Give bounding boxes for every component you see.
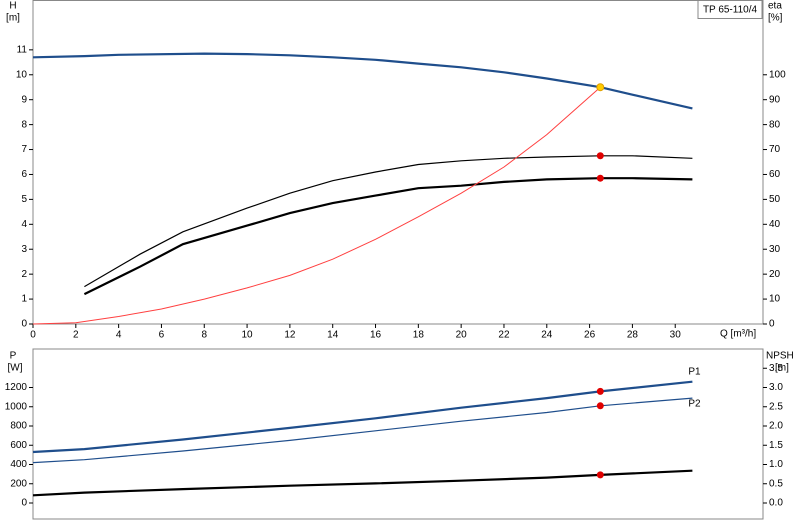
operating-point xyxy=(596,471,604,479)
y-tick-label: 10 xyxy=(16,69,28,80)
y2-tick-label: 20 xyxy=(769,269,781,280)
x-tick-label: 0 xyxy=(30,330,36,341)
y2-tick-label: 3.5 xyxy=(769,363,783,374)
series-line xyxy=(32,86,601,325)
y-tick-label: 9 xyxy=(21,94,27,105)
y2-tick-label: 10 xyxy=(769,294,781,305)
y-tick-label: 2 xyxy=(21,269,27,280)
y-tick-label: 0 xyxy=(21,319,27,330)
series-line xyxy=(32,380,693,454)
y-tick-label: 200 xyxy=(10,478,27,489)
y2-tick-label: 2.0 xyxy=(769,421,783,432)
y-tick-label: 400 xyxy=(10,459,27,470)
y-axis-label: P xyxy=(10,351,17,362)
x-tick-label: 20 xyxy=(456,330,468,341)
x-tick-label: 2 xyxy=(73,330,79,341)
x-tick-label: 8 xyxy=(201,330,207,341)
y2-tick-label: 3.0 xyxy=(769,382,783,393)
x-tick-label: 24 xyxy=(541,330,553,341)
chart-title: TP 65-110/4 xyxy=(703,5,758,16)
y2-tick-label: 0.0 xyxy=(769,498,783,509)
y2-axis-label: eta xyxy=(768,1,782,12)
y2-tick-label: 80 xyxy=(769,119,781,130)
y2-tick-label: 60 xyxy=(769,169,781,180)
y2-tick-label: 1.5 xyxy=(769,440,783,451)
y-tick-label: 4 xyxy=(21,219,27,230)
x-tick-label: 28 xyxy=(627,330,639,341)
x-tick-label: 12 xyxy=(284,330,296,341)
operating-point xyxy=(596,152,604,160)
y-tick-label: 8 xyxy=(21,119,27,130)
y2-tick-label: 50 xyxy=(769,194,781,205)
y2-tick-label: 90 xyxy=(769,94,781,105)
series-line xyxy=(83,177,693,296)
x-tick-label: 26 xyxy=(584,330,596,341)
y2-axis-unit: [%] xyxy=(768,13,783,24)
operating-point xyxy=(596,83,605,92)
x-axis-label: Q [m³/h] xyxy=(720,329,756,340)
y-tick-label: 3 xyxy=(21,244,27,255)
x-tick-label: 4 xyxy=(116,330,122,341)
y2-tick-label: 70 xyxy=(769,144,781,155)
y-tick-label: 600 xyxy=(10,440,27,451)
y-axis-unit: [W] xyxy=(8,363,23,374)
plot-frame xyxy=(32,348,764,520)
operating-point xyxy=(596,387,604,395)
series-label: P2 xyxy=(688,399,701,410)
x-tick-label: 16 xyxy=(370,330,382,341)
y-tick-label: 7 xyxy=(21,144,27,155)
y-tick-label: 6 xyxy=(21,169,27,180)
x-tick-label: 18 xyxy=(413,330,425,341)
y-axis-label: H xyxy=(9,1,16,12)
y-axis-unit: [m] xyxy=(6,13,20,24)
y-tick-label: 5 xyxy=(21,194,27,205)
y2-axis-label: NPSH xyxy=(766,351,794,362)
y2-tick-label: 0 xyxy=(769,319,775,330)
series-label: P1 xyxy=(688,366,701,377)
x-tick-label: 14 xyxy=(327,330,339,341)
title-box xyxy=(697,0,763,19)
y2-tick-label: 40 xyxy=(769,219,781,230)
y2-tick-label: 2.5 xyxy=(769,401,783,412)
y2-tick-label: 1.0 xyxy=(769,459,783,470)
series-line xyxy=(32,52,693,110)
y-tick-label: 0 xyxy=(21,498,27,509)
y2-tick-label: 30 xyxy=(769,244,781,255)
series-line xyxy=(32,469,693,497)
y-tick-label: 1000 xyxy=(5,401,28,412)
y2-axis-unit: [m] xyxy=(775,363,789,374)
plot-frame xyxy=(32,0,764,325)
y2-tick-label: 0.5 xyxy=(769,478,783,489)
operating-point xyxy=(596,402,604,410)
y-tick-label: 800 xyxy=(10,421,27,432)
operating-point xyxy=(596,174,604,182)
x-tick-label: 22 xyxy=(498,330,510,341)
series-line xyxy=(32,397,693,464)
x-tick-label: 10 xyxy=(242,330,254,341)
series-line xyxy=(84,155,693,288)
y-tick-label: 1 xyxy=(21,294,27,305)
x-tick-label: 30 xyxy=(670,330,682,341)
y2-tick-label: 100 xyxy=(769,69,786,80)
y-tick-label: 11 xyxy=(17,44,28,55)
y-tick-label: 1200 xyxy=(5,382,28,393)
x-tick-label: 6 xyxy=(159,330,165,341)
